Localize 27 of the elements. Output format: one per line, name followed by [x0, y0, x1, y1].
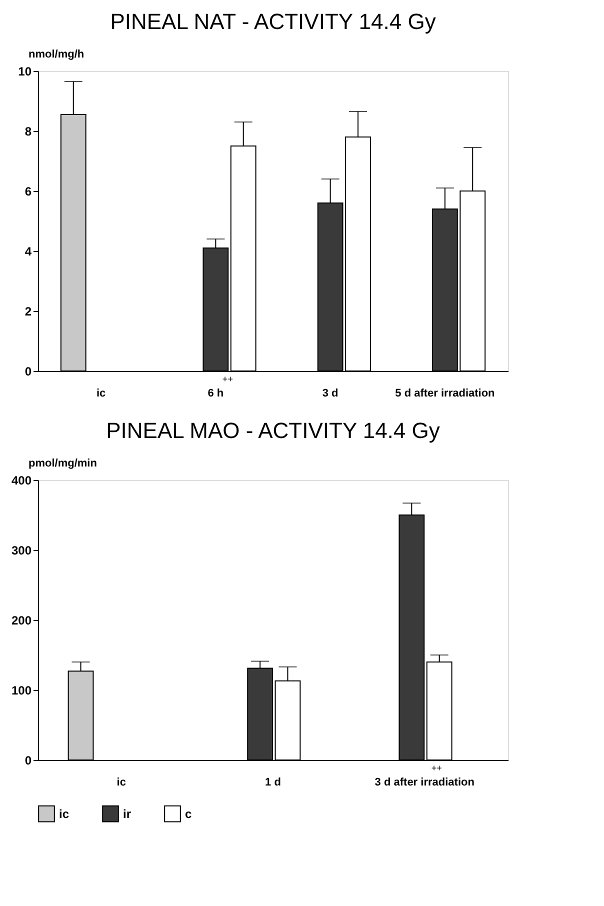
legend-label: ir	[123, 806, 132, 821]
x-tick-label: ic	[96, 388, 106, 400]
x-tick-label: 3 d	[322, 388, 338, 400]
y-tick-label: 10	[18, 64, 32, 78]
annotation: ++	[431, 763, 442, 773]
x-tick-label: 3 d after irradiation	[374, 776, 475, 788]
y-tick-label: 2	[24, 304, 32, 318]
x-tick-label: ic	[116, 776, 126, 788]
x-tick-label: 1 d	[265, 776, 281, 788]
y-tick-label: 0	[24, 754, 32, 768]
legend-label: c	[185, 806, 192, 821]
annotation: ++	[222, 374, 233, 384]
y-tick-label: 8	[24, 124, 32, 138]
y-axis-title: nmol/mg/h	[28, 48, 84, 60]
y-tick-label: 100	[11, 684, 32, 698]
y-tick-label: 6	[24, 184, 32, 198]
y-tick-label: 0	[24, 364, 32, 378]
y-tick-label: 200	[11, 614, 32, 628]
y-tick-label: 400	[11, 474, 32, 488]
y-tick-label: 4	[24, 244, 32, 258]
chart-title: PINEAL NAT - ACTIVITY 14.4 Gy	[110, 9, 436, 34]
x-tick-label: 6 h	[208, 388, 224, 400]
y-axis-title: pmol/mg/min	[28, 458, 98, 470]
legend-label: ic	[59, 806, 70, 821]
chart-title: PINEAL MAO - ACTIVITY 14.4 Gy	[106, 418, 440, 443]
x-tick-label: 5 d after irradiation	[395, 388, 496, 400]
y-tick-label: 300	[11, 544, 32, 558]
